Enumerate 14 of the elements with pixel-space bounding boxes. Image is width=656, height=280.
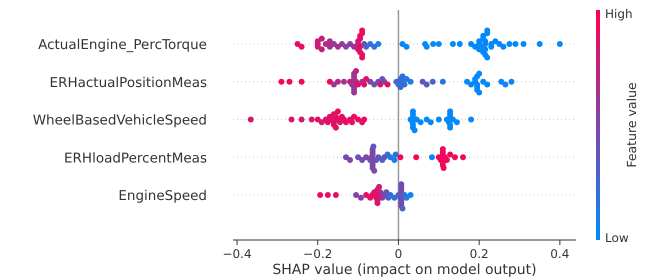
- x-tick-label: −0.2: [303, 247, 332, 261]
- y-tick-label: ERHactualPositionMeas: [50, 74, 207, 91]
- color-bar-label: High: [605, 7, 633, 21]
- x-axis-title: SHAP value (impact on model output): [272, 262, 537, 278]
- color-bar-title: Feature value: [624, 82, 639, 168]
- x-tick-label: 0: [394, 247, 402, 261]
- y-tick-label: ActualEngine_PercTorque: [38, 37, 207, 53]
- y-tick-label: WheelBasedVehicleSpeed: [32, 112, 207, 128]
- y-tick-label: EngineSpeed: [118, 188, 207, 204]
- y-tick-label: ERHloadPercentMeas: [64, 150, 207, 166]
- x-tick-label: −0.4: [222, 247, 252, 261]
- x-tick-label: 0.4: [550, 247, 570, 261]
- color-bar-label: Low: [605, 231, 629, 245]
- x-tick-label: 0.2: [470, 247, 489, 261]
